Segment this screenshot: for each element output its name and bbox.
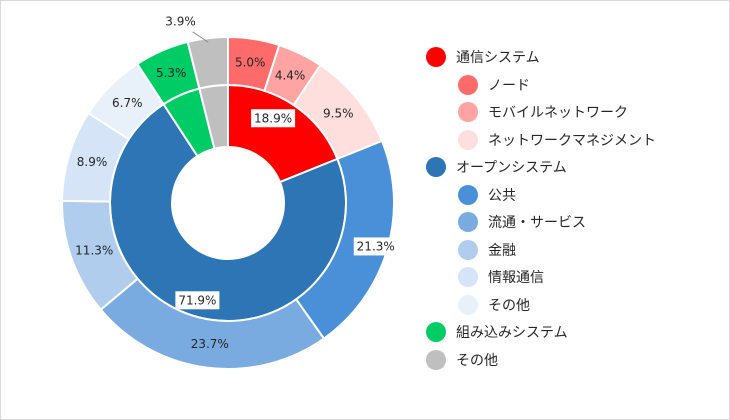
legend-item: 通信システム <box>426 47 540 67</box>
legend-item: オープンシステム <box>426 157 567 177</box>
outer-label-4-text: 23.7% <box>191 337 229 351</box>
outer-label-2-text: 9.5% <box>323 107 354 121</box>
legend-label: オープンシステム <box>456 160 567 176</box>
legend-item: その他 <box>458 294 530 315</box>
legend-label: 公共 <box>488 187 516 204</box>
outer-label-7: 6.7% <box>112 96 143 110</box>
legend-swatch <box>426 349 446 370</box>
outer-label-7-text: 6.7% <box>112 96 143 110</box>
outer-label-1-text: 4.4% <box>275 68 306 82</box>
legend-label: その他 <box>456 352 498 369</box>
outer-label-6-text: 8.9% <box>77 155 108 169</box>
outer-label-6: 8.9% <box>77 155 108 169</box>
outer-label-9-text: 3.9% <box>165 15 196 29</box>
legend-label: ネットワークマネジメント <box>488 132 656 149</box>
inner-label-0-text: 18.9% <box>254 111 292 125</box>
legend-swatch <box>426 157 446 177</box>
legend-swatch <box>458 267 478 287</box>
legend-swatch <box>458 212 478 232</box>
leader-line-9 <box>192 31 209 43</box>
legend-item: 公共 <box>458 184 516 205</box>
outer-label-3-text: 21.3% <box>357 239 395 253</box>
legend-label: 組み込みシステム <box>456 325 568 341</box>
legend-item: ネットワークマネジメント <box>458 129 656 150</box>
outer-label-0-text: 5.0% <box>235 56 266 70</box>
outer-label-4: 23.7% <box>191 337 229 351</box>
legend-item: 組み込みシステム <box>426 322 568 342</box>
inner-label-1-text: 71.9% <box>178 293 216 307</box>
outer-label-1: 4.4% <box>275 68 306 82</box>
legend-item: その他 <box>426 349 498 370</box>
legend-swatch <box>458 294 478 315</box>
outer-label-2: 9.5% <box>323 107 354 121</box>
legend-label: モバイルネットワーク <box>488 105 628 121</box>
outer-label-5-text: 11.3% <box>75 244 113 258</box>
legend-label: 情報通信 <box>488 270 544 286</box>
outer-label-8-text: 5.3% <box>156 66 187 80</box>
outer-label-9: 3.9% <box>165 15 196 29</box>
inner-label-0-box <box>251 109 296 128</box>
legend-item: 情報通信 <box>458 267 544 287</box>
legend-item: 流通・サービス <box>458 212 586 232</box>
legend-swatch <box>458 184 478 205</box>
legend-label: 金融 <box>488 242 516 259</box>
legend-label: 流通・サービス <box>488 215 586 231</box>
outer-slice-9 <box>186 35 229 90</box>
inner-label-0: 18.9% <box>251 109 296 128</box>
outer-label-0: 5.0% <box>235 56 266 70</box>
inner-label-1: 71.9% <box>175 291 220 310</box>
outer-label-3: 21.3% <box>353 237 398 256</box>
legend-item: モバイルネットワーク <box>458 102 628 122</box>
legend-swatch <box>426 47 446 67</box>
outer-label-8: 5.3% <box>156 66 187 80</box>
legend-label: ノード <box>488 77 530 94</box>
outer-label-5: 11.3% <box>75 244 113 258</box>
legend-swatch <box>458 102 478 122</box>
legend-swatch <box>458 74 478 95</box>
legend-item: 金融 <box>458 239 516 260</box>
legend-swatch <box>458 129 478 150</box>
inner-label-1-box <box>175 291 220 310</box>
legend-label: その他 <box>488 297 530 314</box>
legend-swatch <box>458 239 478 260</box>
legend-item: ノード <box>458 74 530 95</box>
outer-label-3-box <box>353 237 398 256</box>
legend-label: 通信システム <box>456 50 540 66</box>
legend-swatch <box>426 322 446 342</box>
